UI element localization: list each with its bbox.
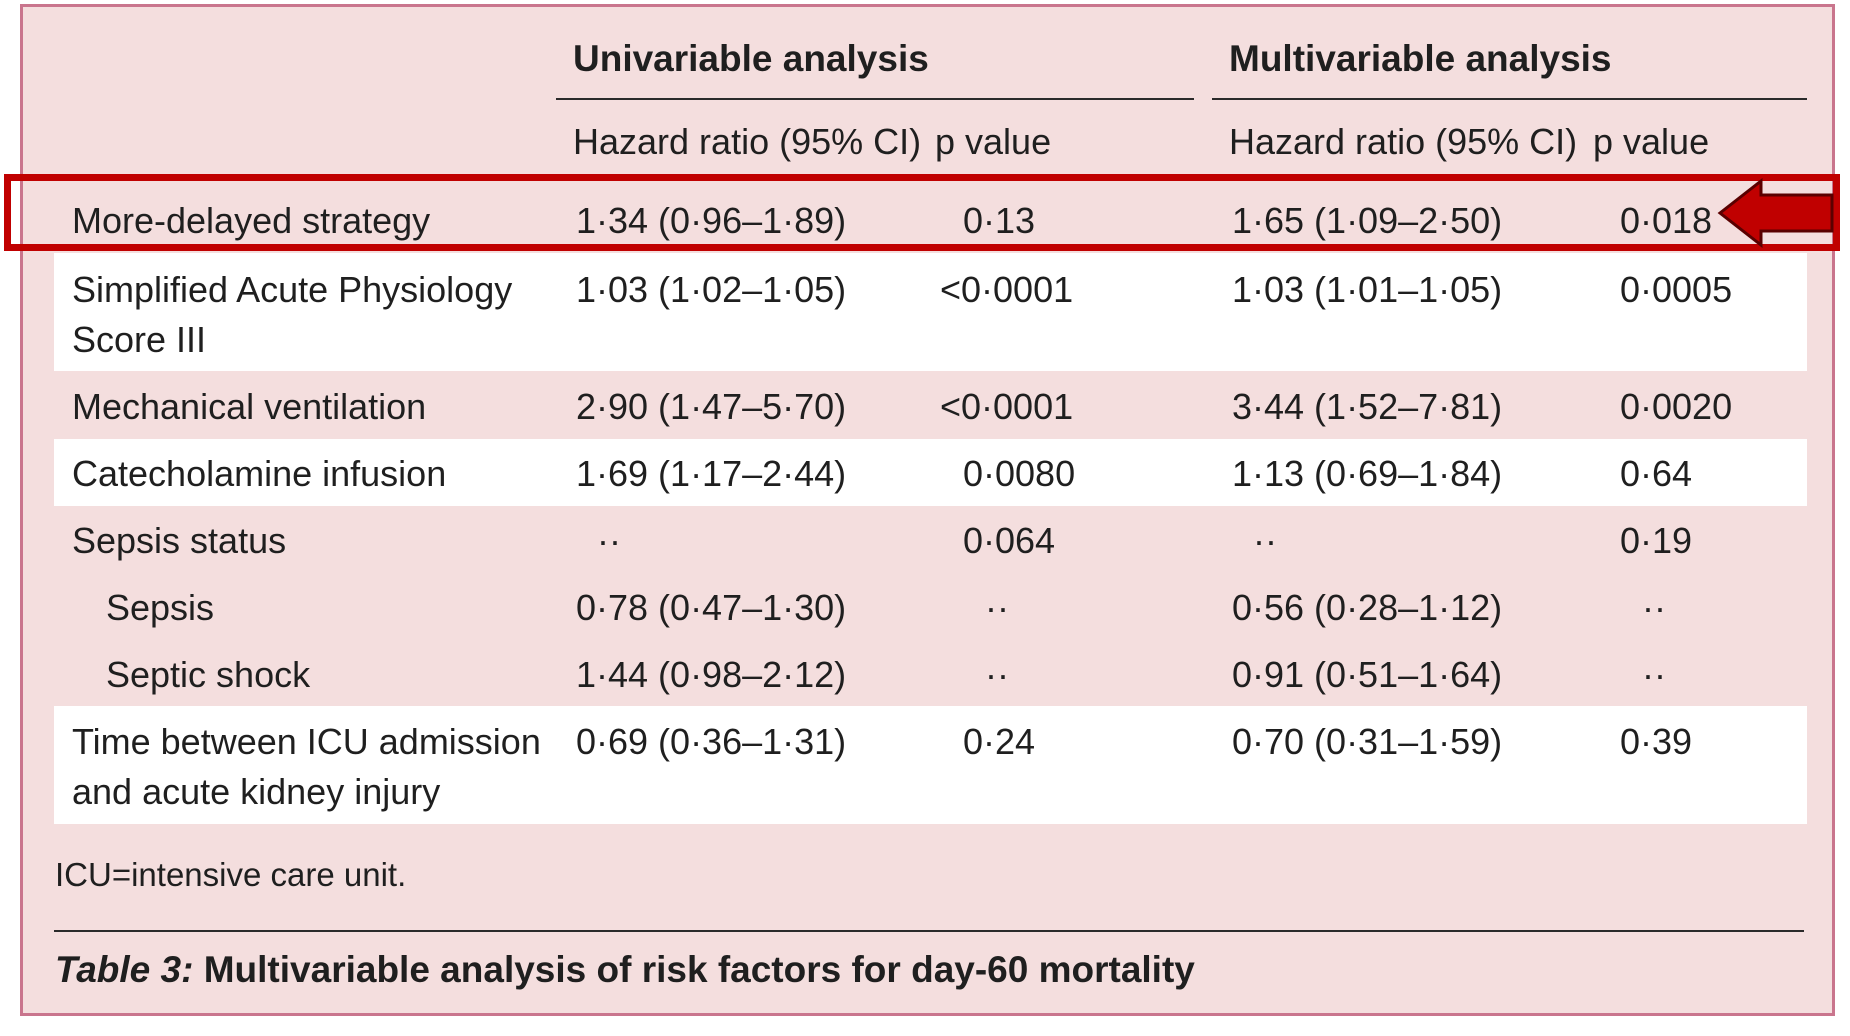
caption-text: Multivariable analysis of risk factors f… <box>193 949 1195 990</box>
multi-p-cell: ·· <box>1642 654 1666 695</box>
uni-hr-cell: 1·69 (1·17–2·44) <box>576 453 847 494</box>
table-row-label: More-delayed strategy <box>72 200 431 241</box>
table-row-label-cont: and acute kidney injury <box>72 771 441 812</box>
uni-hr-cell: ·· <box>597 520 621 561</box>
uni-hr-cell: 2·90 (1·47–5·70) <box>576 386 847 427</box>
multi-hr-cell: 0·56 (0·28–1·12) <box>1232 587 1503 628</box>
uni-hr-cell: 0·78 (0·47–1·30) <box>576 587 847 628</box>
univariable-header: Univariable analysis <box>573 38 929 79</box>
table-row-label: Septic shock <box>106 654 311 695</box>
uni-p-cell: <0·0001 <box>940 386 1074 427</box>
multi-p-cell: ·· <box>1642 587 1666 628</box>
uni-p-cell: 0·13 <box>963 200 1036 241</box>
table-row-label: Sepsis status <box>72 520 287 561</box>
multi-p-cell: 0·0020 <box>1620 386 1733 427</box>
uni-hr-header: Hazard ratio (95% CI) <box>573 121 922 162</box>
multi-p-cell: 0·19 <box>1620 520 1693 561</box>
uni-hr-cell: 1·34 (0·96–1·89) <box>576 200 847 241</box>
table-row-label: Sepsis <box>106 587 215 628</box>
table-row-label: Simplified Acute Physiology <box>72 269 513 310</box>
caption-label: Table 3: <box>55 949 194 990</box>
row-bg-saps <box>54 253 1807 371</box>
table-row-label: Catecholamine infusion <box>72 453 447 494</box>
row-bg-catecholamine <box>54 439 1807 506</box>
multi-p-cell: 0·0005 <box>1620 269 1733 310</box>
univariable-rule <box>556 98 1194 100</box>
multivariable-header: Multivariable analysis <box>1229 38 1612 79</box>
multi-hr-cell: 1·13 (0·69–1·84) <box>1232 453 1503 494</box>
caption-rule <box>54 930 1804 932</box>
footnote: ICU=intensive care unit. <box>55 856 407 893</box>
uni-hr-cell: 1·03 (1·02–1·05) <box>576 269 847 310</box>
multi-p-cell: 0·018 <box>1620 200 1713 241</box>
uni-p-cell: ·· <box>985 654 1009 695</box>
uni-p-cell: 0·0080 <box>963 453 1076 494</box>
left-arrow-icon <box>1717 178 1834 248</box>
table-row-label: Time between ICU admission <box>72 721 541 762</box>
uni-p-cell: <0·0001 <box>940 269 1074 310</box>
multi-hr-cell: 0·70 (0·31–1·59) <box>1232 721 1503 762</box>
multivariable-rule <box>1212 98 1807 100</box>
multi-hr-cell: 3·44 (1·52–7·81) <box>1232 386 1503 427</box>
uni-hr-cell: 0·69 (0·36–1·31) <box>576 721 847 762</box>
uni-p-cell: 0·24 <box>963 721 1036 762</box>
row-bg-time-icu <box>54 706 1807 824</box>
multi-hr-header: Hazard ratio (95% CI) <box>1229 121 1578 162</box>
table-row-label: Mechanical ventilation <box>72 386 427 427</box>
multi-hr-cell: 0·91 (0·51–1·64) <box>1232 654 1503 695</box>
table-panel <box>20 4 1835 1016</box>
uni-p-header: p value <box>935 121 1052 162</box>
table-row-label-cont: Score III <box>72 319 207 360</box>
uni-p-cell: 0·064 <box>963 520 1056 561</box>
uni-hr-cell: 1·44 (0·98–2·12) <box>576 654 847 695</box>
uni-p-cell: ·· <box>985 587 1009 628</box>
multi-p-cell: 0·64 <box>1620 453 1693 494</box>
highlight-box <box>4 174 1840 251</box>
multi-hr-cell: 1·03 (1·01–1·05) <box>1232 269 1503 310</box>
multi-p-header: p value <box>1593 121 1710 162</box>
multi-hr-cell: ·· <box>1253 520 1277 561</box>
multi-p-cell: 0·39 <box>1620 721 1693 762</box>
table-caption: Table 3: Multivariable analysis of risk … <box>55 946 1195 994</box>
multi-hr-cell: 1·65 (1·09–2·50) <box>1232 200 1503 241</box>
